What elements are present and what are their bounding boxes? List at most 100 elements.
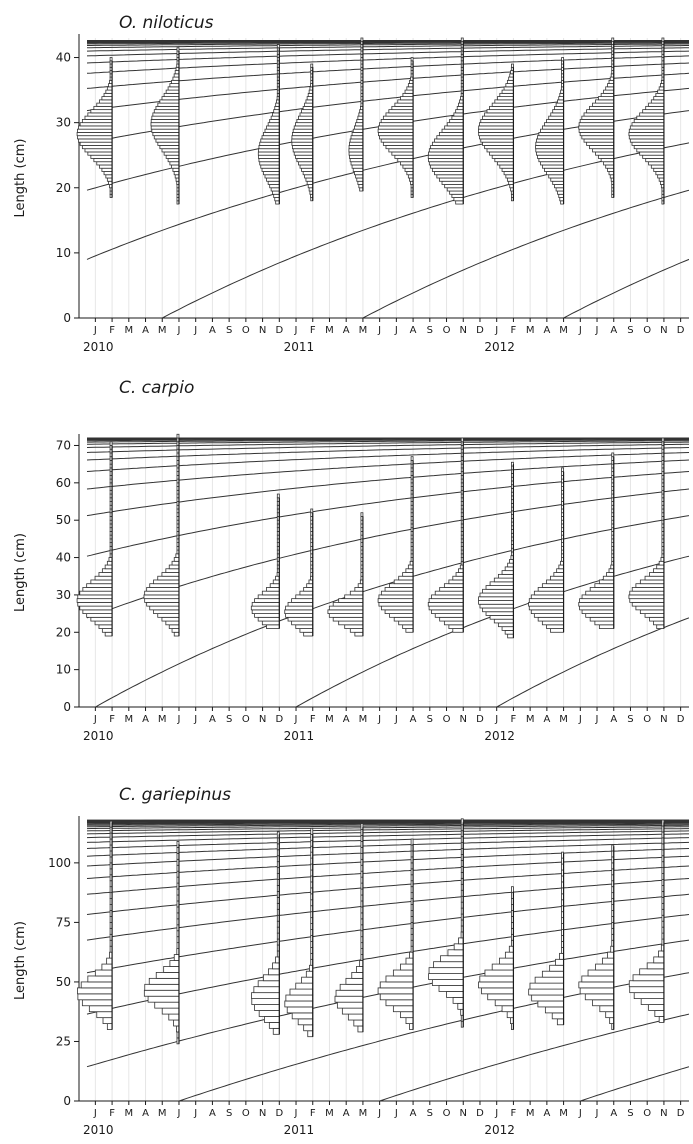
histogram-bar [169,960,180,967]
histogram-bar [377,128,414,133]
histogram-bar [339,983,364,991]
histogram-bar [608,568,615,573]
histogram-bar [598,579,615,585]
histogram-bar [299,164,314,169]
y-axis-label: Length (cm) [13,921,28,1000]
histogram-bar [348,148,364,153]
histogram-bar [153,135,180,140]
histogram-bar [79,590,113,596]
month-label: M [158,1108,167,1119]
histogram-bar [292,128,314,133]
histogram-bar [262,974,280,982]
histogram-bar [554,105,564,111]
histogram-bar [636,115,665,120]
length-histogram [291,63,314,202]
histogram-bar [535,148,564,153]
histogram-bar [295,982,314,990]
histogram-bar [173,171,180,176]
histogram-bar [537,154,564,159]
y-tick-label: 0 [63,1094,71,1108]
histogram-bar [548,115,564,120]
histogram-bar [400,1011,414,1019]
histogram-bar [168,624,180,629]
histogram-bar [348,145,364,150]
growth-curve [86,452,689,490]
histogram-bar [338,598,364,603]
histogram-bar [478,125,514,130]
histogram-bar [639,968,665,976]
histogram-bar [592,999,615,1007]
histogram-bar [629,138,665,143]
growth-curve [379,1013,689,1101]
histogram-bar [460,37,464,42]
histogram-bar [79,122,113,127]
histogram-bar [260,138,280,143]
histogram-bar [541,583,564,588]
histogram-bar [607,951,615,959]
histogram-bar [155,972,180,979]
histogram-bar [341,1007,364,1015]
growth-curve [86,848,689,879]
histogram-bar [653,96,665,101]
month-label: J [494,714,498,725]
month-label: D [476,714,484,725]
histogram-bar [385,145,414,150]
length-histogram [377,838,414,1030]
histogram-bar [507,633,514,639]
histogram-bar [446,187,464,192]
histogram-bar [101,568,113,573]
histogram-bar [434,138,464,143]
length-histogram [428,818,464,1028]
histogram-bar [77,993,113,1001]
month-label: J [494,1108,498,1119]
histogram-bar [291,138,314,143]
histogram-bar [94,620,113,626]
histogram-bar [636,148,665,153]
histogram-bar [273,109,280,114]
histogram-bar [658,177,665,182]
histogram-bar [633,118,665,124]
histogram-bar [434,613,464,618]
histogram-bar [455,109,464,114]
growth-curve [86,841,689,867]
histogram-bar [355,174,364,179]
month-label: S [427,1108,433,1119]
histogram-bar [106,177,113,182]
month-label: J [578,1108,582,1119]
growth-curve [86,62,689,112]
histogram-bar [310,63,314,68]
histogram-bar [504,951,514,959]
histogram-bar [90,109,113,114]
histogram-bar [144,983,180,991]
histogram-bar [410,456,414,461]
histogram-bar [90,579,113,585]
histogram-bar [109,441,113,446]
histogram-bar [380,118,414,124]
histogram-bar [349,138,364,143]
histogram-bar [99,164,113,169]
histogram-bar [155,138,180,143]
histogram-bar [528,601,564,607]
histogram-bar [90,616,113,622]
histogram-bar [648,1004,665,1011]
histogram-bar [165,154,180,159]
histogram-bar [486,148,514,153]
histogram-bar [155,105,180,111]
histogram-bar [478,596,514,601]
histogram-bar [585,590,615,596]
growth-curve [86,837,689,857]
histogram-bar [150,118,180,124]
histogram-bar [378,132,414,137]
histogram-bar [587,969,615,977]
histogram-bar [427,601,464,607]
month-label: O [443,1108,451,1119]
histogram-bar [458,568,464,573]
histogram-bar [554,184,564,189]
histogram-bar [579,987,615,995]
histogram-bar [157,613,180,618]
month-label: F [511,325,517,336]
histogram-bar [257,594,280,600]
month-label: J [377,1108,381,1119]
histogram-bar [533,590,564,596]
month-label: S [226,714,232,725]
